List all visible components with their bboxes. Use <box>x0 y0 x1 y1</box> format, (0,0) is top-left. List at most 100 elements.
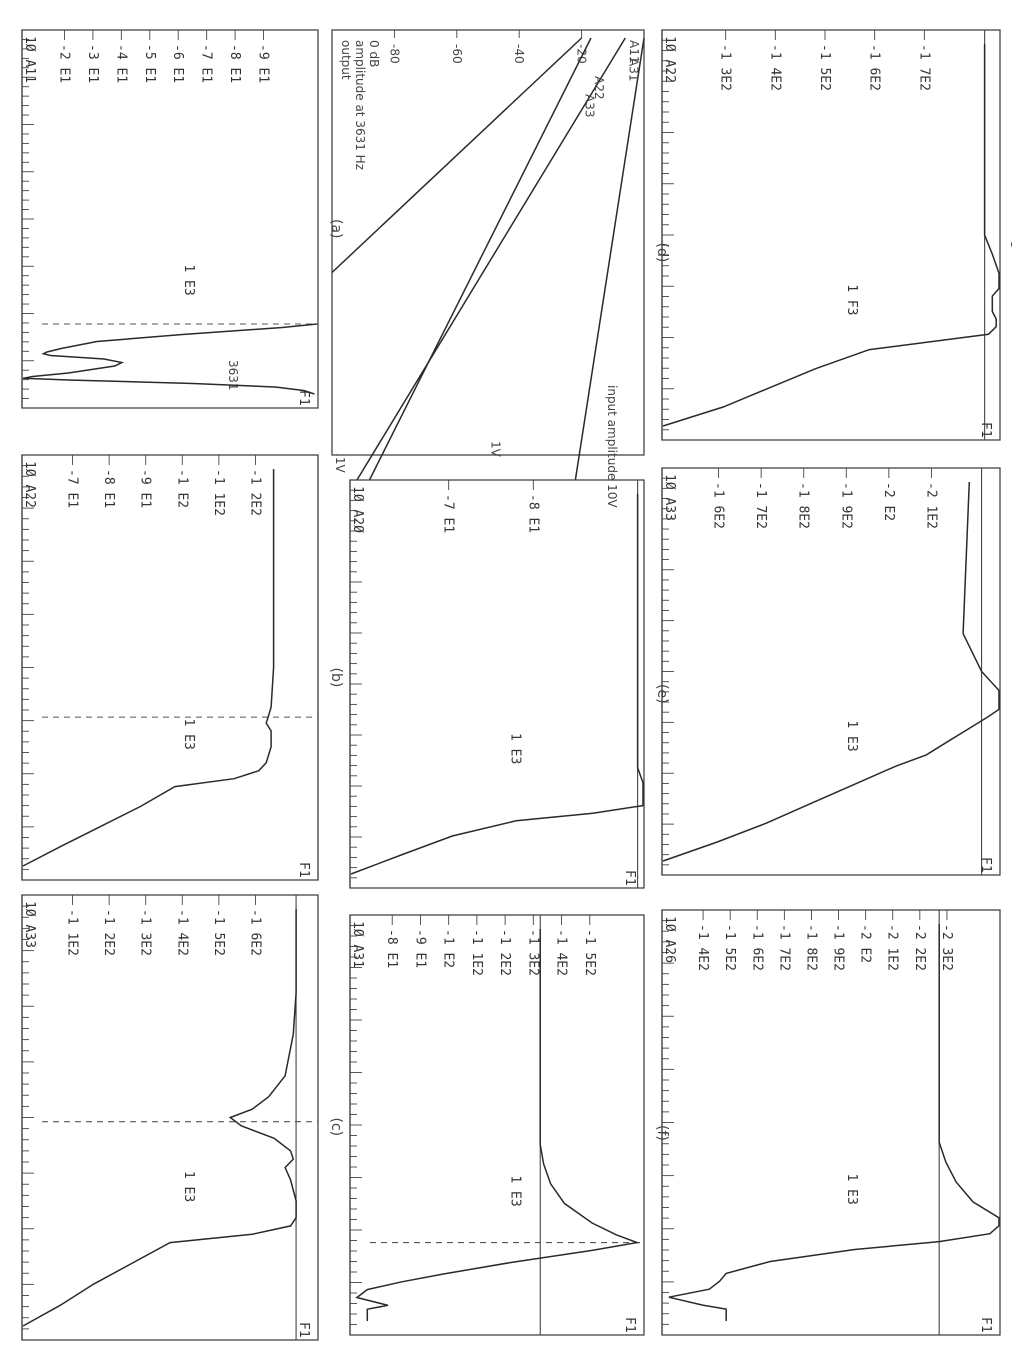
panel-title: 1Ø A31 <box>350 921 365 968</box>
response-curve <box>662 481 1000 862</box>
x-end-label: F1 <box>296 862 311 878</box>
y-tick-label: -8 E1 <box>384 929 399 968</box>
response-curve <box>22 323 318 395</box>
y-tick-label: -1 E2 <box>174 469 189 508</box>
x-axis-label: 1 E3 <box>181 1171 196 1202</box>
plot-frame <box>349 914 645 1336</box>
y-tick-label: -2 3E2 <box>939 924 954 971</box>
panel-label: (i) <box>1010 1123 1012 1138</box>
series-line-a11 <box>574 37 645 481</box>
y-tick-label: -2 E2 <box>881 482 896 521</box>
x-end-label: input amplitude 10V <box>605 385 619 508</box>
x-end-label: F1 <box>978 857 993 873</box>
panel-title: 1Ø A2Ø <box>350 486 365 533</box>
panel-title: 1Ø A33 <box>662 474 677 521</box>
y-tick-label: -1 9E2 <box>838 482 853 529</box>
y-tick-label: -1 6E2 <box>749 924 764 971</box>
y-tick-label: -1 1E2 <box>65 909 80 956</box>
y-tick-label: -1 3E2 <box>718 44 733 91</box>
chart-panel-g: (g) 1Ø A22 -1 3E2 -1 4E2 -1 5E2 -1 6E2 -1 7E2 1… <box>661 29 1012 441</box>
y-tick-label: -9 E1 <box>138 469 153 508</box>
x-axis-label: 1 E3 <box>844 720 859 751</box>
panel-title: 1Ø A22 <box>662 36 677 83</box>
panel-label: (a) <box>328 219 344 239</box>
y-tick-label: -1 2E2 <box>497 929 512 976</box>
y-tick-label: -6 E1 <box>170 44 185 83</box>
y-tick-label: -8 E1 <box>101 469 116 508</box>
x-end-label: F1 <box>978 1317 993 1333</box>
y-tick-label: -2 1E2 <box>923 482 938 529</box>
panel-title: 1Ø A26 <box>662 916 677 963</box>
chart-panel-c: (c) 1Ø A33 -1 1E2 -1 2E2 -1 3E2 -1 4E2 -1 5E2 -… <box>21 894 344 1341</box>
plot-frame <box>661 29 1001 441</box>
plot-frame <box>661 467 1001 876</box>
y-tick-label: -1 6E2 <box>247 909 262 956</box>
y-tick-label: -1 5E2 <box>817 44 832 91</box>
response-curve <box>662 44 1000 427</box>
y-tick-label: -1 4E2 <box>695 924 710 971</box>
panel-title: 1Ø A11 <box>22 36 37 83</box>
series-label: A22 <box>592 76 606 99</box>
x-axis-label: 1 E3 <box>508 1175 523 1206</box>
x-start-label: .1V <box>333 453 347 473</box>
plot-frame <box>349 479 645 889</box>
y-tick-label: -1 3E2 <box>525 929 540 976</box>
y-tick-label: -1 8E2 <box>803 924 818 971</box>
response-curve <box>350 494 644 875</box>
y-tick-label: -1 7E2 <box>776 924 791 971</box>
y-tick-label: -1 5E2 <box>582 929 597 976</box>
series-label: A33 <box>583 94 597 117</box>
y-tick-label: -2 2E2 <box>912 924 927 971</box>
header-line: amplitude at 3631 Hz <box>353 40 367 170</box>
y-tick-label: -1 3E2 <box>138 909 153 956</box>
panel-title: 1Ø A22 <box>22 461 37 508</box>
x-axis-label: 1 F3 <box>844 284 859 315</box>
panel-label: (c) <box>328 1118 344 1137</box>
x-end-label: F1 <box>978 422 993 438</box>
y-tick-label: -1 7E2 <box>753 482 768 529</box>
y-tick-label: -5 E1 <box>142 44 157 83</box>
y-tick-label: -1 5E2 <box>211 909 226 956</box>
y-tick-label: -1 6E2 <box>867 44 882 91</box>
chart-panel-i: (i)1Ø A26 -1 4E2 -1 5E2 -1 6E2 -1 7E2 -1 8E2-… <box>661 909 1012 1336</box>
y-tick-label: -8 E1 <box>227 44 242 83</box>
y-tick-label: -1 2E2 <box>247 469 262 516</box>
series-label: A11 <box>627 40 641 63</box>
y-tick-label: -1 4E2 <box>767 44 782 91</box>
response-curve <box>22 469 275 867</box>
y-tick-label: -60 <box>450 44 464 64</box>
y-tick-label: -7 E1 <box>65 469 80 508</box>
plot-frame <box>21 894 319 1341</box>
y-tick-label: -4 E1 <box>113 44 128 83</box>
annotation-label: 3631 <box>226 360 240 391</box>
header-line: 0 dB <box>367 40 381 67</box>
y-tick-label: -1 9E2 <box>831 924 846 971</box>
plot-frame <box>331 29 645 456</box>
y-tick-label: -1 4E2 <box>554 929 569 976</box>
y-tick-label: -1 2E2 <box>101 909 116 956</box>
x-axis-label: 1 E3 <box>181 719 196 750</box>
y-tick-label: -1 8E2 <box>796 482 811 529</box>
y-tick-label: -9 E1 <box>412 929 427 968</box>
y-tick-label: -8 E1 <box>525 494 540 533</box>
x-axis-label: 1 E3 <box>181 264 196 295</box>
response-curve <box>355 929 640 1321</box>
panel-label: (b) <box>328 668 344 688</box>
y-tick-label: -1 E2 <box>441 929 456 968</box>
y-tick-label: -1 4E2 <box>174 909 189 956</box>
x-end-label: F1 <box>622 870 637 886</box>
y-tick-label: -7 E1 <box>441 494 456 533</box>
chart-panel-h: (h) 1Ø A33 -1 6E2 -1 7E2 -1 8E2 -1 9E2 -2 E2 -2… <box>661 467 1012 876</box>
y-tick-label: -1 7E2 <box>916 44 931 91</box>
chart-panel-f: (f)1Ø A31-8 E1-9 E1-1 E2-1 1E2-1 2E2-1 3… <box>349 914 670 1336</box>
x-end-label: F1 <box>296 1322 311 1338</box>
x-mid-label: 1V <box>489 441 503 458</box>
panel-label: (h) <box>1010 672 1012 692</box>
y-tick-label: -9 E1 <box>256 44 271 83</box>
chart-panel-d: (d)output amplitude at 3631 Hz 0 dB -20-40-… <box>331 29 670 508</box>
response-curve <box>22 909 297 1327</box>
y-tick-label: -1 1E2 <box>469 929 484 976</box>
x-end-label: F1 <box>296 390 311 406</box>
y-tick-label: -1 6E2 <box>711 482 726 529</box>
